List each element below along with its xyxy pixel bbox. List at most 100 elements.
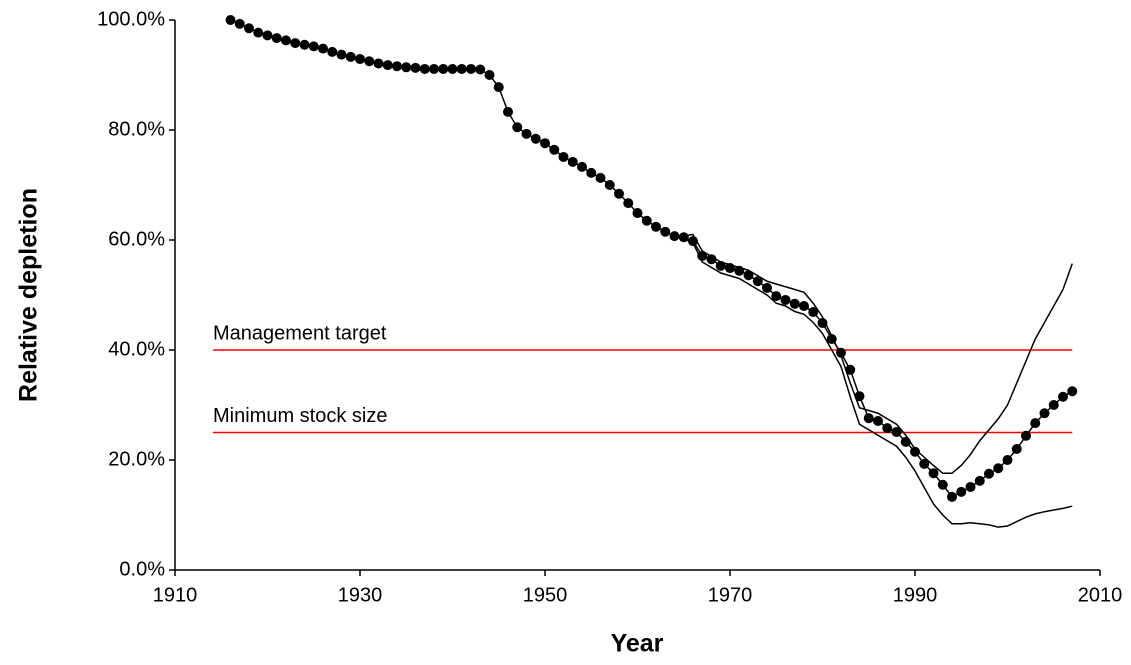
- x-axis-title: Year: [611, 630, 664, 658]
- data-point: [919, 458, 930, 469]
- reference-label: Management target: [213, 322, 387, 344]
- data-point: [1002, 455, 1013, 465]
- data-point: [706, 254, 717, 265]
- data-point: [910, 446, 920, 457]
- data-point: [281, 35, 291, 46]
- data-point: [1039, 408, 1050, 419]
- data-point: [1021, 430, 1031, 441]
- data-point: [928, 468, 939, 479]
- data-point: [789, 298, 800, 309]
- data-point: [299, 39, 310, 50]
- data-point: [419, 63, 430, 74]
- data-point: [1011, 444, 1022, 454]
- data-point: [651, 221, 661, 232]
- reference-label: Minimum stock size: [213, 405, 387, 427]
- data-point: [410, 62, 421, 73]
- data-point: [660, 226, 671, 237]
- data-point: [595, 172, 606, 183]
- data-point: [318, 43, 328, 54]
- data-point: [947, 491, 957, 502]
- data-point: [882, 423, 893, 434]
- data-point: [484, 70, 495, 80]
- data-point: [641, 215, 652, 226]
- data-point: [604, 180, 615, 190]
- data-point: [262, 30, 273, 41]
- data-point: [984, 468, 994, 479]
- data-point: [956, 486, 967, 497]
- y-tick-label: 80.0%: [108, 118, 165, 140]
- y-axis-title: Relative depletion: [15, 188, 43, 402]
- data-point: [623, 198, 634, 209]
- data-point: [447, 63, 458, 74]
- data-point: [327, 46, 338, 57]
- data-point: [290, 38, 301, 49]
- y-tick-label: 40.0%: [108, 338, 165, 360]
- data-point: [456, 63, 467, 74]
- series-line: [683, 238, 1073, 528]
- data-point: [244, 23, 254, 34]
- x-tick-label: 2010: [1078, 584, 1123, 606]
- x-tick-label: 1970: [708, 584, 753, 606]
- data-point: [493, 82, 504, 93]
- data-point: [225, 15, 236, 25]
- data-point: [355, 54, 365, 65]
- data-point: [873, 415, 883, 426]
- data-point: [937, 479, 948, 490]
- data-point: [567, 156, 578, 167]
- x-tick-label: 1910: [153, 584, 198, 606]
- data-point: [466, 63, 476, 74]
- data-point: [558, 151, 569, 162]
- data-point: [854, 391, 865, 402]
- data-point: [577, 161, 587, 172]
- data-point: [669, 231, 680, 242]
- data-point: [974, 475, 985, 486]
- data-point: [521, 128, 532, 139]
- data-point: [401, 62, 412, 73]
- data-point: [364, 56, 375, 67]
- data-point: [780, 294, 791, 305]
- data-point: [614, 188, 624, 199]
- y-tick-label: 20.0%: [108, 448, 165, 470]
- data-point: [799, 301, 809, 311]
- data-point: [586, 167, 597, 178]
- data-point: [271, 33, 282, 44]
- series-line: [683, 233, 1073, 474]
- y-tick-label: 60.0%: [108, 228, 165, 250]
- data-point: [253, 27, 264, 38]
- data-point: [503, 106, 513, 117]
- data-point: [475, 64, 486, 75]
- data-point: [530, 133, 541, 144]
- data-point: [549, 144, 560, 155]
- data-point: [891, 426, 902, 437]
- x-tick-label: 1990: [893, 584, 938, 606]
- data-point: [771, 291, 782, 302]
- data-point: [540, 138, 550, 149]
- data-point: [1067, 386, 1078, 397]
- data-point: [336, 49, 347, 60]
- data-point: [808, 307, 819, 318]
- data-point: [392, 61, 402, 72]
- x-tick-label: 1930: [338, 584, 383, 606]
- data-point: [845, 364, 856, 375]
- data-point: [512, 122, 523, 133]
- y-tick-label: 100.0%: [97, 8, 165, 30]
- data-point: [429, 63, 439, 74]
- data-point: [1048, 400, 1059, 410]
- data-point: [1058, 391, 1068, 402]
- data-point: [438, 63, 449, 74]
- data-point: [752, 276, 763, 287]
- x-tick-label: 1950: [523, 584, 568, 606]
- y-tick-label: 0.0%: [119, 558, 165, 580]
- data-point: [900, 436, 911, 447]
- data-point: [345, 51, 356, 62]
- data-point: [234, 18, 245, 29]
- data-point: [308, 41, 319, 52]
- data-point: [382, 60, 393, 71]
- data-point: [632, 208, 643, 219]
- data-point: [373, 58, 384, 69]
- data-point: [863, 413, 874, 424]
- data-point: [993, 463, 1004, 474]
- data-point: [762, 282, 772, 293]
- data-point: [1030, 418, 1041, 429]
